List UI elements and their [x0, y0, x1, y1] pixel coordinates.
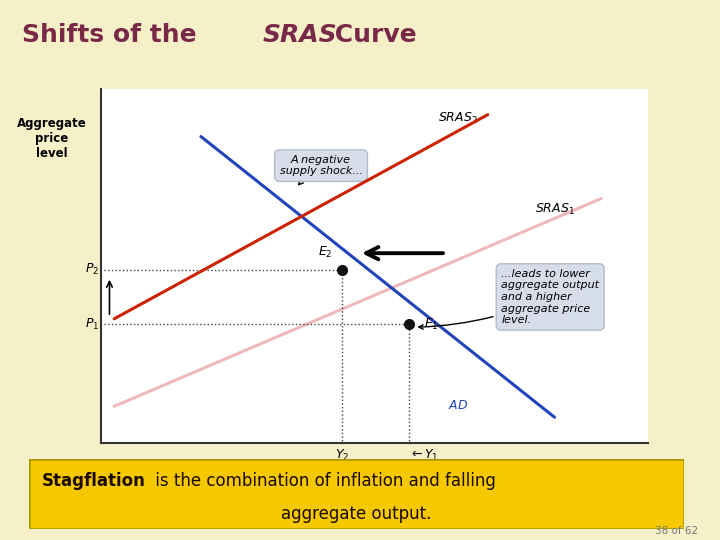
Text: Stagflation: Stagflation — [42, 472, 145, 490]
Text: $AD$: $AD$ — [448, 399, 468, 412]
Text: $E_1$: $E_1$ — [424, 317, 438, 332]
Text: SRAS: SRAS — [263, 23, 338, 47]
Text: A negative
supply shock...: A negative supply shock... — [279, 155, 362, 185]
FancyBboxPatch shape — [29, 459, 684, 529]
Text: $Y_2$: $Y_2$ — [336, 448, 349, 463]
Text: Real GDP: Real GDP — [589, 461, 654, 474]
Text: is the combination of inflation and falling: is the combination of inflation and fall… — [150, 472, 496, 490]
Text: $P_1$: $P_1$ — [84, 317, 99, 332]
Text: $P_2$: $P_2$ — [85, 262, 99, 277]
Text: $\leftarrow Y_1$: $\leftarrow Y_1$ — [409, 448, 438, 463]
Text: $E_2$: $E_2$ — [318, 245, 333, 260]
Text: $SRAS_1$: $SRAS_1$ — [534, 202, 575, 217]
Text: aggregate output.: aggregate output. — [282, 505, 431, 523]
Text: $SRAS_2$: $SRAS_2$ — [438, 111, 477, 126]
Text: 38 of 62: 38 of 62 — [655, 525, 698, 536]
Text: Shifts of the: Shifts of the — [22, 23, 205, 47]
Text: Curve: Curve — [326, 23, 417, 47]
Text: ...leads to lower
aggregate output
and a higher
aggregate price
level.: ...leads to lower aggregate output and a… — [419, 269, 599, 329]
Text: Aggregate
price
level: Aggregate price level — [17, 117, 86, 160]
